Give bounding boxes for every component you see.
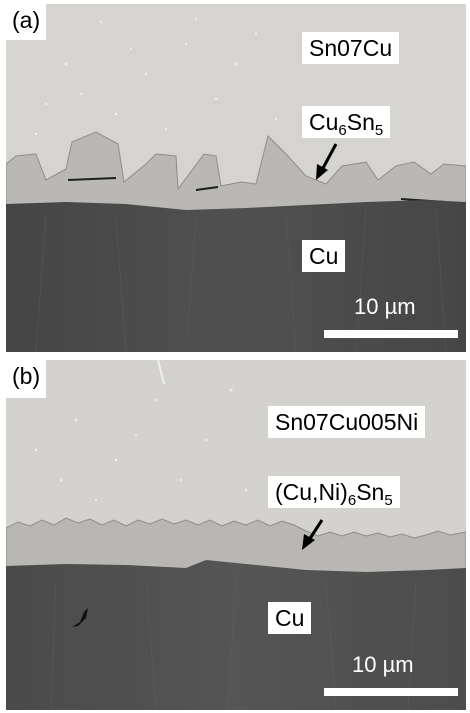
scale-bar-a xyxy=(324,330,458,338)
solder-label-a: Sn07Cu xyxy=(302,32,400,64)
substrate-label-b: Cu xyxy=(268,602,312,634)
imc-label-a-mid: Sn xyxy=(346,109,375,135)
imc-label-a-base: Cu xyxy=(309,109,339,135)
panel-tag-a: (a) xyxy=(6,4,47,40)
imc-label-b-sub2: 5 xyxy=(384,492,393,509)
imc-label-a-sub1: 6 xyxy=(338,122,347,139)
imc-arrow-b xyxy=(307,519,324,541)
scale-bar-label-b: 10 µm xyxy=(352,652,414,677)
panel-tag-b: (b) xyxy=(6,360,47,398)
imc-label-a: Cu6Sn5 xyxy=(302,106,391,139)
substrate-label-a: Cu xyxy=(302,240,346,272)
imc-label-b-base: (Cu,Ni) xyxy=(275,479,348,505)
micrograph-panel-a: (a) Sn07Cu Cu6Sn5 Cu 10 µm xyxy=(6,4,466,352)
solder-label-b: Sn07Cu005Ni xyxy=(268,406,426,438)
imc-label-a-sub2: 5 xyxy=(374,122,384,139)
scale-bar-b xyxy=(324,688,458,696)
imc-label-b-mid: Sn xyxy=(356,479,385,505)
scale-bar-label-a: 10 µm xyxy=(354,294,416,319)
micrograph-panel-b: (b) Sn07Cu005Ni (Cu,Ni)6Sn5 Cu 10 µm xyxy=(6,360,466,710)
imc-label-b-sub1: 6 xyxy=(347,492,357,509)
imc-arrow-a xyxy=(320,143,338,171)
imc-label-b: (Cu,Ni)6Sn5 xyxy=(268,476,400,508)
